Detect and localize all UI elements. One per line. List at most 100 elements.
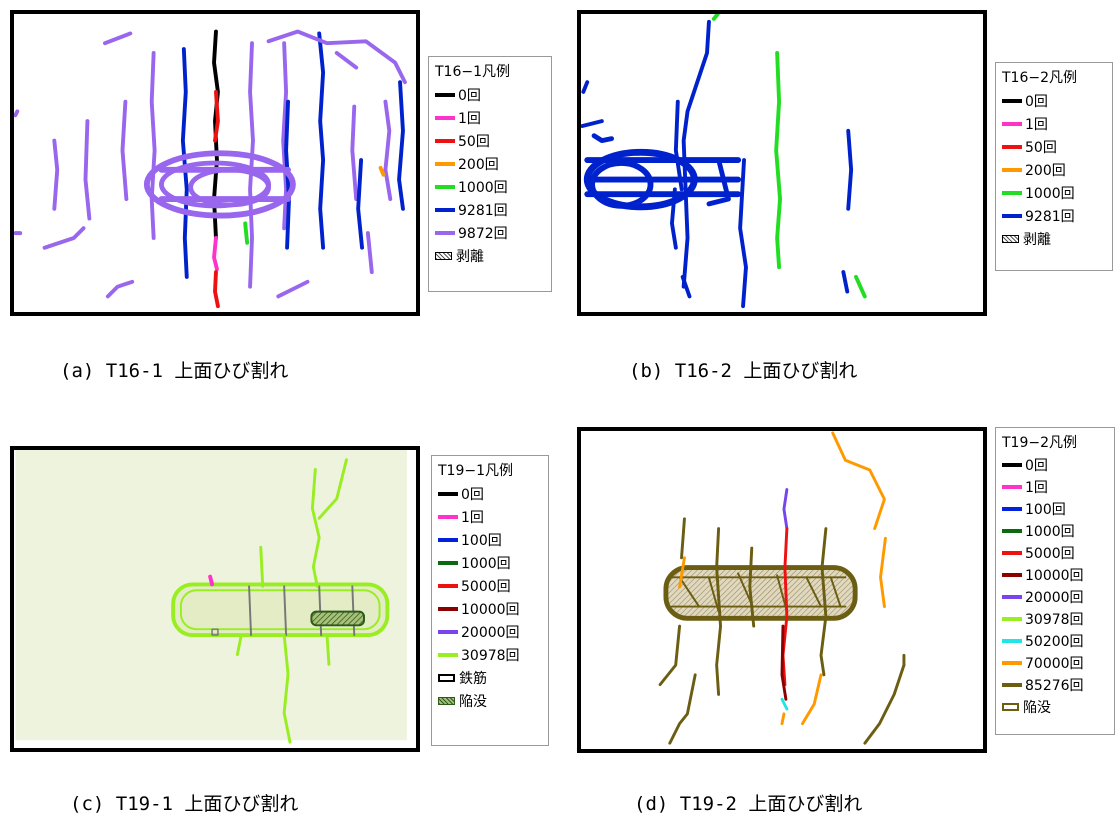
legend-label: 1回 [458,110,481,127]
legend-item: 1回 [1002,476,1108,498]
legend-item: 1000回 [435,175,545,198]
legend-item: 100回 [438,528,542,551]
legend-line-swatch [1002,573,1022,577]
legend-label: 1000回 [1025,185,1075,202]
legend-line-swatch [1002,98,1022,103]
legend-item: 200回 [1002,158,1106,181]
legend-line-swatch [435,161,455,166]
caption-a: (a) T16-1 上面ひび割れ [60,360,289,382]
legend-label: 剥離 [1023,231,1051,248]
legend-item: 20000回 [438,620,542,643]
legend-label: 9281回 [1025,208,1075,225]
crack-map-t19-1 [10,446,420,752]
legend-label: 100回 [461,532,502,549]
legend-item: 鉄筋 [438,666,542,689]
legend-item: 30978回 [438,643,542,666]
legend-label: 0回 [1025,458,1048,474]
legend-hatch-swatch [438,696,455,705]
legend-line-swatch [435,115,455,120]
legend-label: 200回 [458,156,499,173]
legend-box-swatch [1002,703,1019,711]
caption-b: (b) T16-2 上面ひび割れ [629,360,858,382]
legend-title: T19−1凡例 [438,463,514,479]
legend-item: 50回 [435,129,545,152]
legend-line-swatch [1002,144,1022,149]
legend-label: 1000回 [458,179,508,196]
legend-label: 50回 [1025,139,1057,156]
legend-line-swatch [1002,485,1022,489]
legend-hatch-swatch [1002,234,1019,243]
crack-drawing-t19-2 [658,431,906,745]
legend-label: 30978回 [461,647,520,664]
legend-line-swatch [1002,617,1022,621]
legend-line-swatch [1002,529,1022,533]
legend-label: 1回 [461,509,484,526]
crack-map-t16-2 [577,10,987,316]
crack-map-t19-2 [577,427,987,753]
legend-line-swatch [438,560,458,565]
legend-t19-2: T19−2凡例 0回 1回 100回 1000回 5000回 10000回 20000回 30… [995,427,1115,735]
legend-label: 5000回 [1025,546,1075,562]
legend-item: 9281回 [1002,204,1106,227]
legend-label: 200回 [1025,162,1066,179]
legend-label: 陥没 [1023,700,1051,716]
legend-item: 50200回 [1002,630,1108,652]
legend-item: 1回 [435,106,545,129]
legend-label: 1回 [1025,480,1048,496]
legend-label: 5000回 [461,578,511,595]
legend-line-swatch [1002,213,1022,218]
legend-label: 陥没 [459,693,487,710]
legend-item: 85276回 [1002,674,1108,696]
legend-label: 100回 [1025,502,1066,518]
legend-line-swatch [438,583,458,588]
legend-label: 20000回 [1025,590,1084,606]
legend-label: 50回 [458,133,490,150]
legend-item: 1回 [438,505,542,528]
legend-label: 0回 [461,486,484,503]
legend-line-swatch [435,138,455,143]
legend-line-swatch [435,230,455,235]
legend-label: 鉄筋 [459,670,487,687]
legend-item: 0回 [435,83,545,106]
legend-item: 10000回 [438,597,542,620]
legend-item: 1000回 [1002,520,1108,542]
legend-line-swatch [438,606,458,611]
legend-item: 1回 [1002,112,1106,135]
legend-title: T16−1凡例 [435,64,511,80]
legend-rows: 0回 1回 50回 200回 1000回 9281回 9872回 剥離 [435,83,545,267]
legend-label: 50200回 [1025,634,1084,650]
legend-label: 10000回 [1025,568,1084,584]
legend-item: 200回 [435,152,545,175]
legend-title: T19−2凡例 [1002,435,1078,451]
legend-line-swatch [1002,121,1022,126]
legend-line-swatch [438,514,458,519]
legend-item: 0回 [1002,89,1106,112]
legend-label: 30978回 [1025,612,1084,628]
legend-label: 0回 [1025,93,1048,110]
legend-item: 剥離 [435,244,545,267]
legend-t16-1: T16−1凡例 0回 1回 50回 200回 1000回 9281回 9872回 剥離 [428,56,552,292]
legend-line-swatch [1002,551,1022,555]
legend-hatch-swatch [435,251,452,260]
legend-item: 陥没 [438,689,542,712]
crack-drawing-t16-2 [581,14,867,309]
legend-item: 100回 [1002,498,1108,520]
legend-item: 9281回 [435,198,545,221]
legend-item: 0回 [1002,454,1108,476]
legend-label: 10000回 [461,601,520,618]
legend-t19-1: T19−1凡例 0回 1回 100回 1000回 5000回 10000回 20000回 30… [431,455,549,746]
legend-rows: 0回 1回 100回 1000回 5000回 10000回 20000回 30978回 鉄筋 陥没 [438,482,542,712]
legend-label: 1回 [1025,116,1048,133]
legend-item: 0回 [438,482,542,505]
legend-item: 10000回 [1002,564,1108,586]
caption-c: (c) T19-1 上面ひび割れ [70,793,299,815]
legend-t16-2: T16−2凡例 0回 1回 50回 200回 1000回 9281回 剥離 [995,62,1113,271]
crack-drawing-t16-1 [14,29,407,309]
legend-line-swatch [1002,595,1022,599]
crack-drawing-t19-1 [15,450,407,744]
legend-line-swatch [1002,683,1022,687]
legend-rows: 0回 1回 100回 1000回 5000回 10000回 20000回 30978回 5020… [1002,454,1108,718]
legend-line-swatch [1002,190,1022,195]
legend-label: 1000回 [1025,524,1075,540]
legend-item: 5000回 [1002,542,1108,564]
